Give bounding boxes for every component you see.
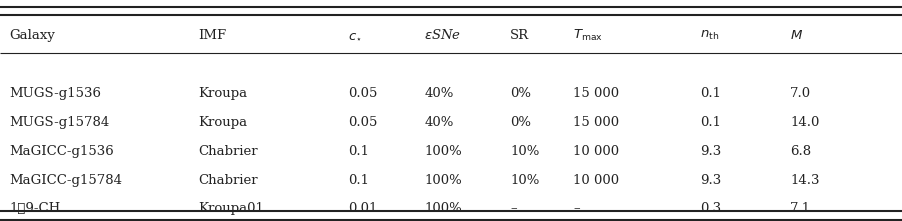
- Text: Chabrier: Chabrier: [198, 174, 258, 187]
- Text: MaGICC-g1536: MaGICC-g1536: [9, 145, 114, 158]
- Text: 100%: 100%: [424, 145, 462, 158]
- Text: MaGICC-g15784: MaGICC-g15784: [9, 174, 122, 187]
- Text: 0.05: 0.05: [347, 88, 377, 100]
- Text: IMF: IMF: [198, 29, 226, 42]
- Text: –: –: [573, 202, 579, 215]
- Text: SR: SR: [510, 29, 529, 42]
- Text: 40%: 40%: [424, 88, 454, 100]
- Text: 9.3: 9.3: [699, 174, 721, 187]
- Text: 10%: 10%: [510, 145, 539, 158]
- Text: $\epsilon$SNe: $\epsilon$SNe: [424, 28, 461, 42]
- Text: 0%: 0%: [510, 88, 530, 100]
- Text: 9.3: 9.3: [699, 145, 721, 158]
- Text: 10%: 10%: [510, 174, 539, 187]
- Text: 0.3: 0.3: [699, 202, 720, 215]
- Text: 100%: 100%: [424, 174, 462, 187]
- Text: 15 000: 15 000: [573, 88, 619, 100]
- Text: MUGS-g1536: MUGS-g1536: [9, 88, 101, 100]
- Text: 0.1: 0.1: [699, 88, 720, 100]
- Text: 0.1: 0.1: [347, 145, 368, 158]
- Text: 7.1: 7.1: [789, 202, 810, 215]
- Text: 14.3: 14.3: [789, 174, 819, 187]
- Text: MUGS-g15784: MUGS-g15784: [9, 116, 109, 129]
- Text: 40%: 40%: [424, 116, 454, 129]
- Text: $M$: $M$: [789, 29, 802, 42]
- Text: Chabrier: Chabrier: [198, 145, 258, 158]
- Text: 1‧9-CH: 1‧9-CH: [9, 202, 60, 215]
- Text: 10 000: 10 000: [573, 174, 619, 187]
- Text: Kroupa: Kroupa: [198, 88, 247, 100]
- Text: $n_{\rm th}$: $n_{\rm th}$: [699, 29, 718, 42]
- Text: Galaxy: Galaxy: [9, 29, 55, 42]
- Text: 0.1: 0.1: [347, 174, 368, 187]
- Text: Kroupa01: Kroupa01: [198, 202, 264, 215]
- Text: 10 000: 10 000: [573, 145, 619, 158]
- Text: 14.0: 14.0: [789, 116, 819, 129]
- Text: 0.05: 0.05: [347, 116, 377, 129]
- Text: 100%: 100%: [424, 202, 462, 215]
- Text: 0.01: 0.01: [347, 202, 377, 215]
- Text: 15 000: 15 000: [573, 116, 619, 129]
- Text: 7.0: 7.0: [789, 88, 810, 100]
- Text: 6.8: 6.8: [789, 145, 810, 158]
- Text: –: –: [510, 202, 516, 215]
- Text: $T_{\rm max}$: $T_{\rm max}$: [573, 28, 603, 43]
- Text: Kroupa: Kroupa: [198, 116, 247, 129]
- Text: $c_{\star}$: $c_{\star}$: [347, 29, 361, 42]
- Text: 0.1: 0.1: [699, 116, 720, 129]
- Text: 0%: 0%: [510, 116, 530, 129]
